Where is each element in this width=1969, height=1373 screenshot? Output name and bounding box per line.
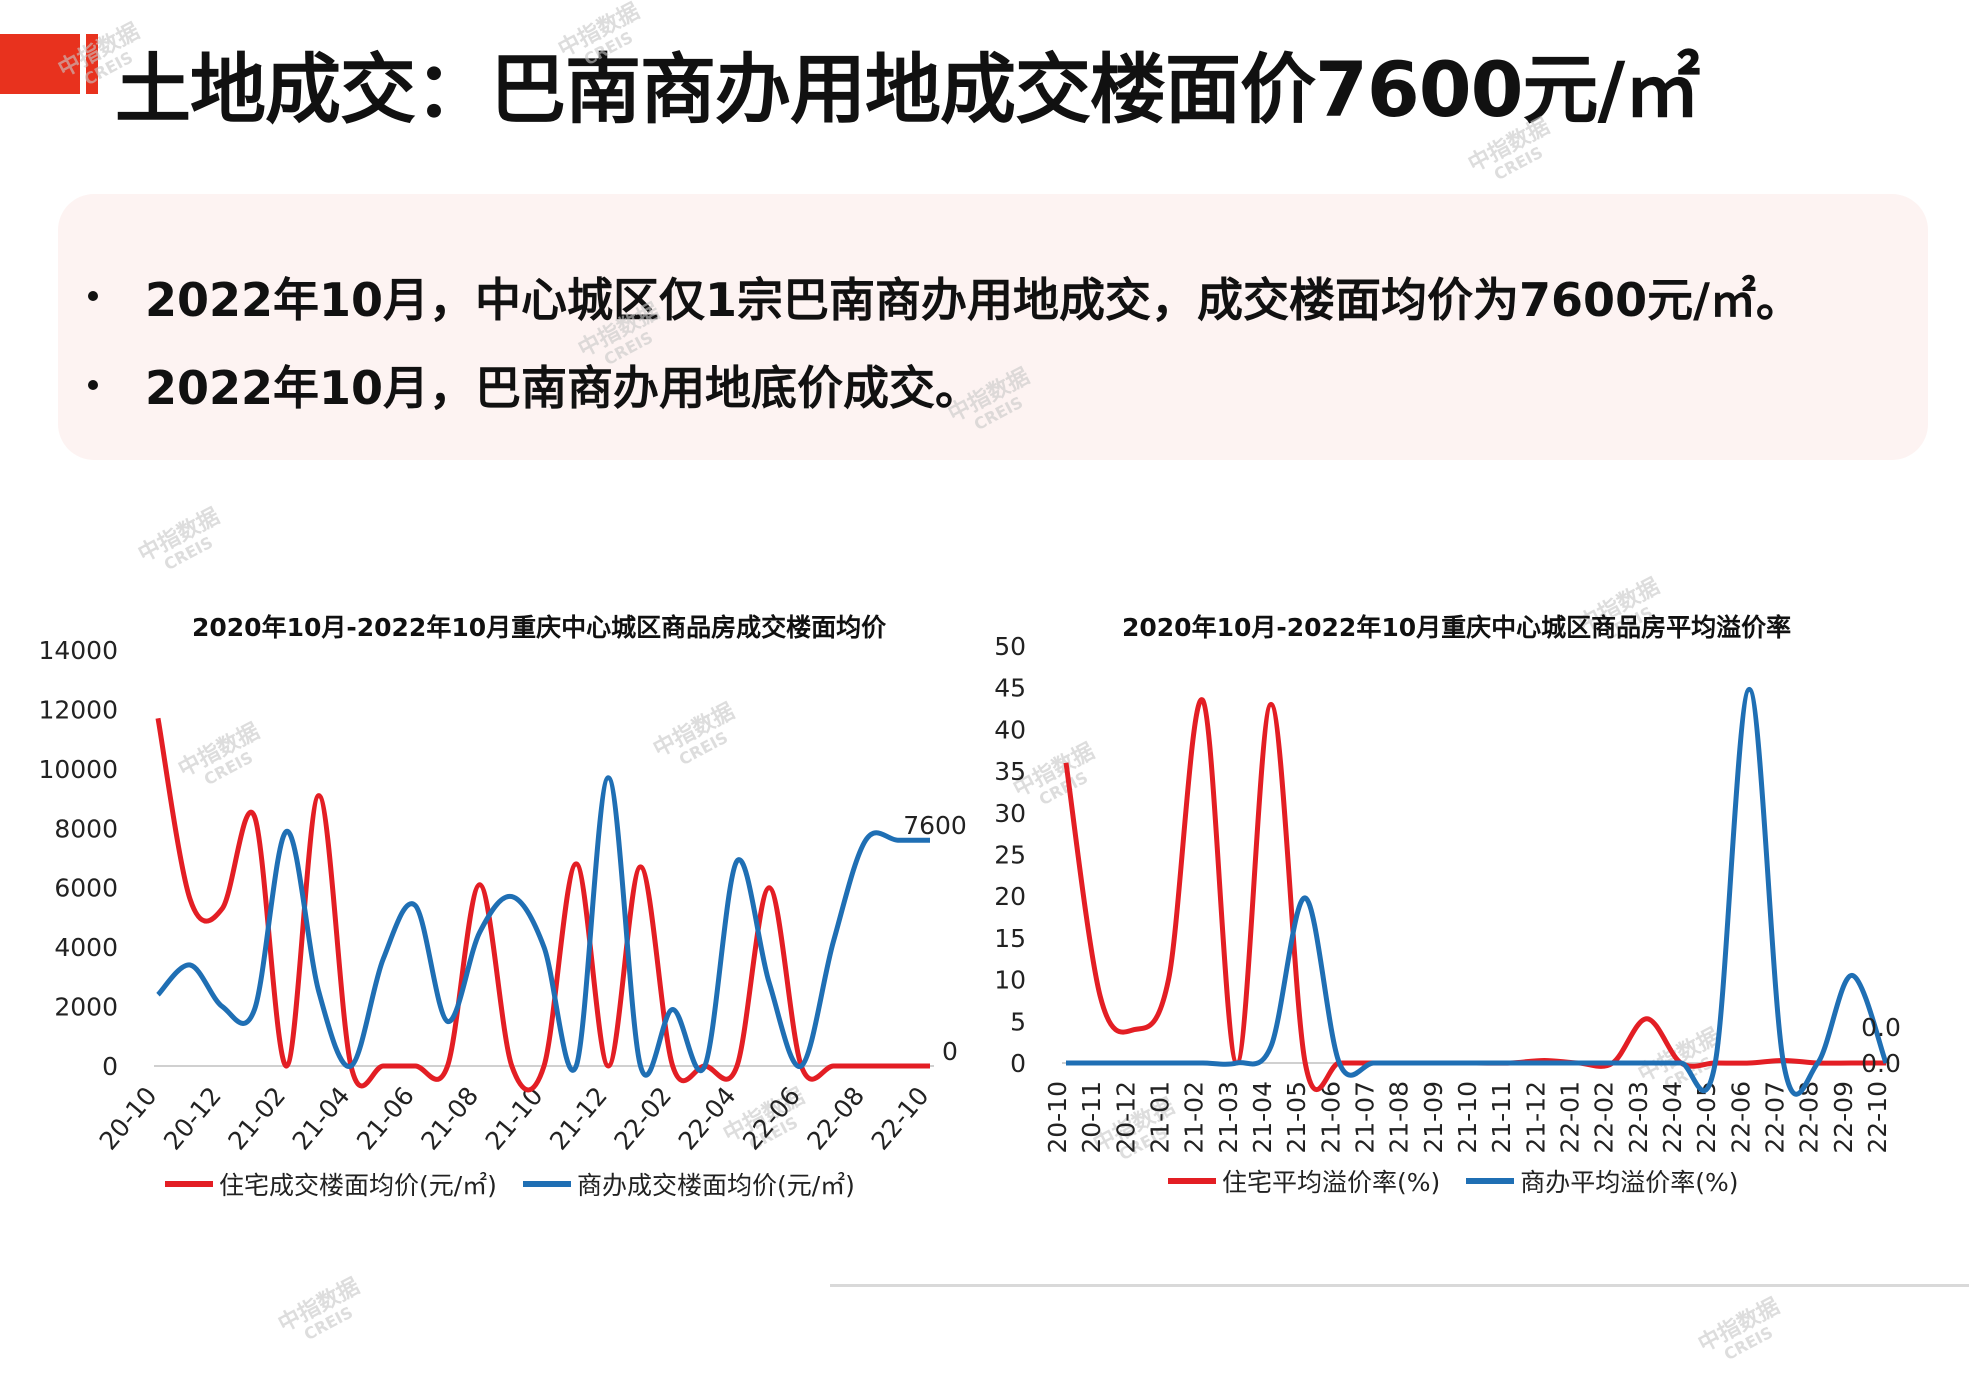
legend-item-commercial-premium: 商办平均溢价率(%) [1466,1163,1738,1199]
series-line-commercial [1066,689,1886,1094]
chart2-legend: 住宅平均溢价率(%) 商办平均溢价率(%) [1168,1163,1765,1199]
legend-label: 商办平均溢价率(%) [1520,1163,1738,1199]
data-label: 0.0 [1861,1013,1901,1042]
y-tick-label: 10 [994,966,1026,995]
x-tick-label: 22-04 [1658,1081,1687,1154]
x-tick-label: 22-09 [1829,1081,1858,1154]
x-tick-label: 21-12 [1521,1081,1550,1154]
series-line-residential [1066,700,1886,1090]
x-tick-label: 20-10 [1043,1081,1072,1154]
y-tick-label: 25 [994,841,1026,870]
x-tick-label: 22-01 [1556,1081,1585,1154]
x-tick-label: 21-05 [1282,1081,1311,1154]
y-tick-label: 40 [994,715,1026,744]
x-tick-label: 21-06 [1316,1081,1345,1154]
legend-item-residential-premium: 住宅平均溢价率(%) [1168,1163,1440,1199]
x-tick-label: 21-07 [1351,1081,1380,1154]
y-tick-label: 0 [1010,1049,1026,1078]
y-tick-label: 35 [994,757,1026,786]
x-tick-label: 21-04 [1248,1081,1277,1154]
legend-swatch [1466,1178,1514,1184]
x-tick-label: 21-02 [1180,1081,1209,1154]
x-tick-label: 22-07 [1761,1081,1790,1154]
y-tick-label: 50 [994,632,1026,661]
legend-swatch [1168,1178,1216,1184]
x-tick-label: 21-10 [1453,1081,1482,1154]
y-tick-label: 15 [994,924,1026,953]
data-label: 0.0 [1861,1049,1901,1078]
y-tick-label: 45 [994,674,1026,703]
y-tick-label: 5 [1010,1007,1026,1036]
x-tick-label: 22-06 [1726,1081,1755,1154]
y-tick-label: 20 [994,882,1026,911]
x-tick-label: 21-11 [1487,1081,1516,1154]
x-tick-label: 20-12 [1111,1081,1140,1154]
x-tick-label: 21-03 [1214,1081,1243,1154]
x-tick-label: 22-02 [1590,1081,1619,1154]
x-tick-label: 21-01 [1146,1081,1175,1154]
x-tick-label: 20-11 [1077,1081,1106,1154]
x-tick-label: 21-09 [1419,1081,1448,1154]
y-tick-label: 30 [994,799,1026,828]
legend-label: 住宅平均溢价率(%) [1222,1163,1440,1199]
x-tick-label: 22-03 [1624,1081,1653,1154]
footer-divider [830,1284,1969,1287]
x-tick-label: 22-10 [1863,1081,1892,1154]
x-tick-label: 21-08 [1385,1081,1414,1154]
